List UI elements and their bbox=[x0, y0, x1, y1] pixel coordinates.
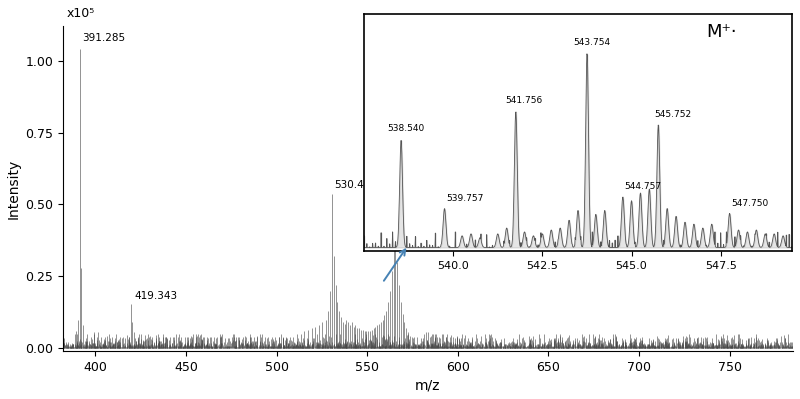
Text: 538.540: 538.540 bbox=[387, 124, 424, 133]
Y-axis label: Intensity: Intensity bbox=[7, 158, 21, 219]
Text: 545.752: 545.752 bbox=[654, 110, 692, 119]
Text: 541.756: 541.756 bbox=[505, 97, 542, 105]
Text: 565.568: 565.568 bbox=[398, 219, 442, 229]
Text: 419.343: 419.343 bbox=[134, 291, 178, 301]
Text: 543.754: 543.754 bbox=[573, 38, 610, 47]
Text: x10⁵: x10⁵ bbox=[66, 7, 94, 20]
Text: 391.285: 391.285 bbox=[82, 34, 126, 43]
Text: 547.750: 547.750 bbox=[731, 199, 769, 207]
Text: 539.757: 539.757 bbox=[446, 194, 484, 203]
Text: 530.469: 530.469 bbox=[334, 180, 378, 190]
Text: 544.757: 544.757 bbox=[625, 182, 662, 191]
Text: M⁺·: M⁺· bbox=[706, 24, 737, 41]
X-axis label: m/z: m/z bbox=[415, 378, 441, 392]
